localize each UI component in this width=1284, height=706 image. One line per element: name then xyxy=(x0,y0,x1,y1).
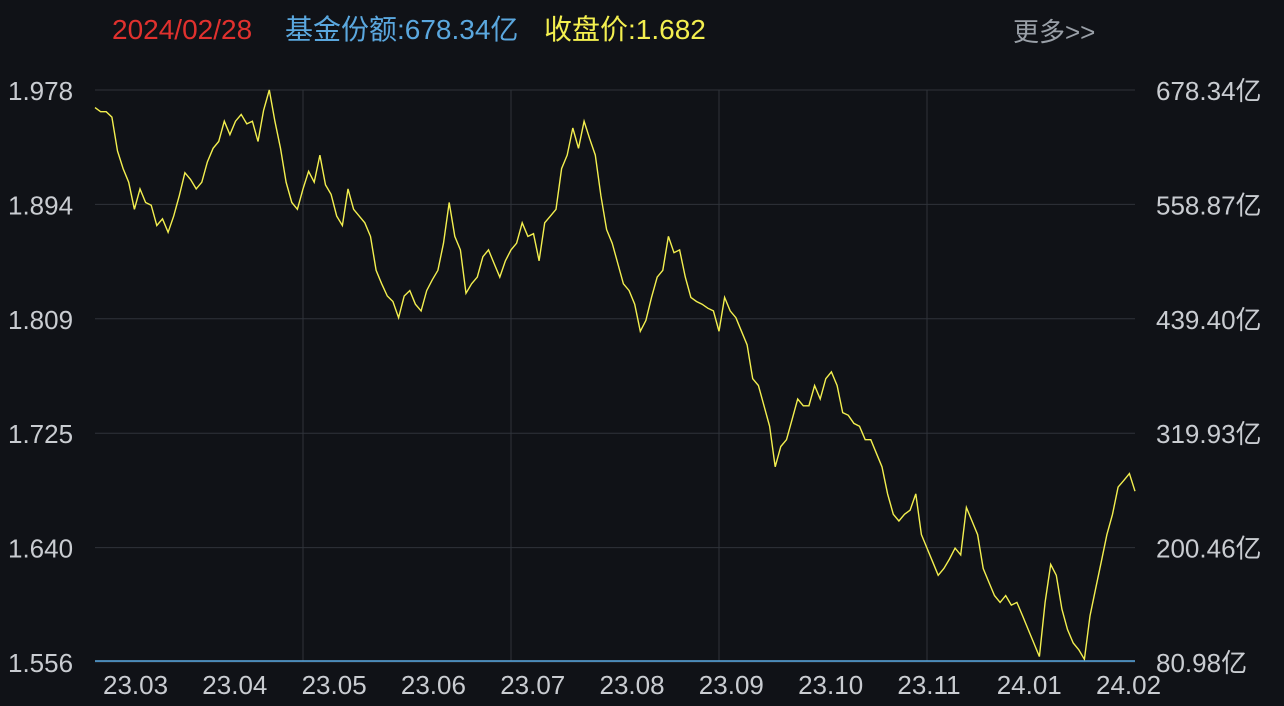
close-price-label: 收盘价:1.682 xyxy=(544,14,706,45)
right-axis-tick: 678.34亿 xyxy=(1156,76,1262,106)
close-price-line xyxy=(94,89,1136,662)
x-axis-tick: 23.07 xyxy=(500,670,565,700)
right-axis-tick: 80.98亿 xyxy=(1156,648,1247,678)
x-axis-tick: 23.05 xyxy=(302,670,367,700)
left-axis-tick: 1.894 xyxy=(8,190,73,220)
x-axis-tick: 23.11 xyxy=(897,670,960,700)
x-axis-tick: 24.02 xyxy=(1096,670,1161,700)
right-axis-tick: 200.46亿 xyxy=(1156,534,1262,564)
right-axis-tick: 439.40亿 xyxy=(1156,305,1262,335)
x-axis-tick: 23.06 xyxy=(401,670,466,700)
x-axis-tick: 24.01 xyxy=(997,670,1062,700)
x-axis-tick: 23.04 xyxy=(202,670,267,700)
x-axis-tick: 23.09 xyxy=(699,670,764,700)
left-axis-tick: 1.809 xyxy=(8,305,73,335)
fund-shares-label: 基金份额:678.34亿 xyxy=(285,14,519,45)
left-axis-tick: 1.978 xyxy=(8,76,73,106)
left-axis-tick: 1.725 xyxy=(8,419,73,449)
x-axis-tick: 23.03 xyxy=(103,670,168,700)
more-link[interactable]: 更多>> xyxy=(1013,17,1096,47)
left-axis-tick: 1.556 xyxy=(8,648,73,678)
x-axis-tick: 23.08 xyxy=(600,670,665,700)
left-axis-tick: 1.640 xyxy=(8,534,73,564)
date-label: 2024/02/28 xyxy=(112,14,253,45)
right-axis-tick: 558.87亿 xyxy=(1156,190,1262,220)
chart-header: 2024/02/28 基金份额:678.34亿 收盘价:1.682 更多>> xyxy=(0,0,1284,62)
x-axis-tick: 23.10 xyxy=(798,670,863,700)
right-axis-tick: 319.93亿 xyxy=(1156,419,1262,449)
